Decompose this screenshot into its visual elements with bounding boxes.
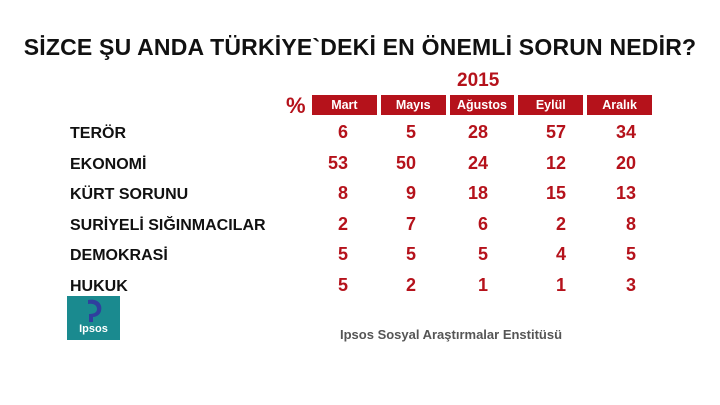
data-cell: 8 bbox=[625, 213, 636, 234]
table-row: DEMOKRASİ 5 5 5 4 5 bbox=[70, 243, 670, 274]
row-label: DEMOKRASİ bbox=[70, 247, 168, 264]
row-label: TERÖR bbox=[70, 125, 126, 142]
ipsos-logo: Ipsos bbox=[67, 296, 120, 340]
data-cell: 5 bbox=[337, 244, 348, 264]
data-cell: 8 bbox=[337, 183, 348, 203]
column-header-2: Mayıs bbox=[380, 95, 446, 115]
table-row: TERÖR 6 5 28 57 34 bbox=[70, 121, 670, 152]
data-cell: 12 bbox=[545, 152, 566, 173]
table-row: EKONOMİ 53 50 24 12 20 bbox=[70, 152, 670, 183]
ipsos-logo-text: Ipsos bbox=[79, 323, 108, 335]
data-cell: 53 bbox=[327, 152, 348, 173]
data-cell: 6 bbox=[337, 122, 348, 142]
data-cell: 4 bbox=[555, 244, 566, 264]
data-cell: 6 bbox=[477, 213, 488, 234]
data-cell: 20 bbox=[615, 152, 636, 173]
data-table: TERÖR 6 5 28 57 34 EKONOMİ 53 50 24 12 20 KÜRT SORUN… bbox=[70, 121, 670, 304]
data-cell: 9 bbox=[405, 183, 416, 203]
row-label: EKONOMİ bbox=[70, 155, 147, 173]
data-cell: 2 bbox=[405, 274, 416, 295]
column-header-4: Eylül bbox=[518, 95, 584, 115]
data-cell: 5 bbox=[625, 244, 636, 264]
row-label: SURİYELİ SIĞINMACILAR bbox=[70, 216, 266, 234]
column-header-1: Mart bbox=[312, 95, 377, 115]
data-cell: 50 bbox=[395, 152, 416, 173]
data-cell: 1 bbox=[477, 274, 488, 295]
table-row: HUKUK 5 2 1 1 3 bbox=[70, 274, 670, 305]
source-credit: Ipsos Sosyal Araştırmalar Enstitüsü bbox=[340, 327, 563, 342]
data-cell: 5 bbox=[405, 244, 416, 264]
table-row: KÜRT SORUNU 8 9 18 15 13 bbox=[70, 182, 670, 213]
data-cell: 2 bbox=[337, 213, 348, 234]
data-cell: 15 bbox=[545, 183, 566, 203]
column-header-5: Aralık bbox=[587, 95, 652, 115]
column-header-3: Ağustos bbox=[449, 95, 515, 115]
column-header-bar: Mart Mayıs Ağustos Eylül Aralık bbox=[312, 95, 652, 115]
data-cell: 2 bbox=[555, 213, 566, 234]
data-cell: 13 bbox=[615, 183, 636, 203]
table-row: SURİYELİ SIĞINMACILAR 2 7 6 2 8 bbox=[70, 213, 670, 244]
data-cell: 57 bbox=[545, 122, 566, 142]
data-cell: 7 bbox=[405, 213, 416, 234]
data-cell: 5 bbox=[477, 244, 488, 264]
data-cell: 34 bbox=[615, 122, 636, 142]
ipsos-logo-icon bbox=[67, 296, 120, 340]
row-label: HUKUK bbox=[70, 277, 128, 295]
percent-unit: % bbox=[286, 93, 306, 118]
data-cell: 5 bbox=[337, 274, 348, 295]
data-cell: 3 bbox=[625, 274, 636, 295]
year-label: 2015 bbox=[457, 70, 500, 91]
data-cell: 1 bbox=[555, 274, 566, 295]
data-cell: 5 bbox=[405, 122, 416, 142]
data-cell: 28 bbox=[467, 122, 488, 142]
data-cell: 24 bbox=[467, 152, 488, 173]
row-label: KÜRT SORUNU bbox=[70, 186, 189, 203]
data-cell: 18 bbox=[467, 183, 488, 203]
page-title: SİZCE ŞU ANDA TÜRKİYE`DEKİ EN ÖNEMLİ SOR… bbox=[23, 34, 697, 60]
